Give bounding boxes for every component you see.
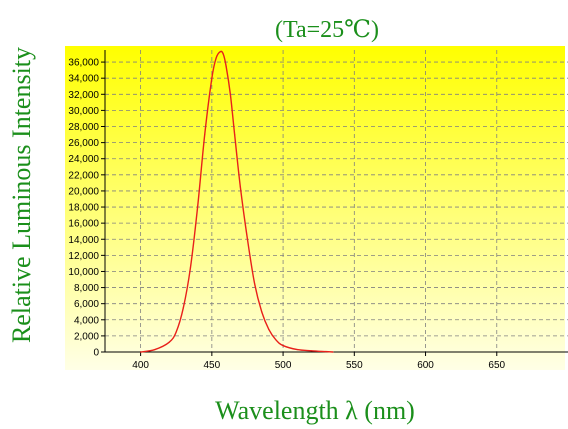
x-axis-ticks: 400 450 500 550 600 650	[132, 352, 506, 371]
data-point	[219, 51, 221, 53]
x-tick-label: 500	[275, 360, 292, 371]
y-tick-label: 16,000	[68, 219, 99, 230]
y-tick-label: 24,000	[68, 154, 99, 165]
y-tick-label: 6,000	[74, 299, 99, 310]
series-points	[140, 51, 334, 353]
data-point	[189, 266, 192, 269]
data-point	[325, 350, 327, 353]
x-tick-label: 450	[204, 360, 221, 371]
y-tick-label: 34,000	[68, 74, 99, 85]
y-tick-label: 10,000	[68, 267, 99, 278]
y-tick-label: 20,000	[68, 186, 99, 197]
data-point	[225, 65, 227, 67]
x-tick-label: 400	[132, 360, 149, 371]
x-axis-label: Wavelength λ (nm)	[215, 396, 415, 425]
grid	[105, 50, 568, 352]
x-tick-label: 550	[346, 360, 363, 371]
y-tick-label: 2,000	[74, 331, 99, 342]
data-point	[253, 282, 256, 285]
data-point	[215, 57, 217, 59]
data-point	[268, 328, 270, 331]
x-tick-label: 650	[488, 360, 505, 371]
y-tick-label: 18,000	[68, 203, 99, 214]
data-point	[234, 133, 236, 136]
series-line	[140, 50, 333, 353]
data-point	[168, 341, 170, 343]
y-axis-ticks: 0 2,000 4,000 6,000 8,000 10,000 12,000 14,000 1…	[68, 58, 105, 359]
data-point	[332, 351, 334, 353]
y-tick-label: 32,000	[68, 90, 99, 101]
y-tick-label: 12,000	[68, 251, 99, 262]
y-axis-label: Relative Luminous Intensity	[7, 47, 36, 343]
data-point	[222, 53, 224, 55]
y-tick-label: 26,000	[68, 138, 99, 149]
y-tick-label: 28,000	[68, 122, 99, 133]
data-point	[296, 348, 298, 351]
chart-title: (Ta=25℃)	[275, 17, 379, 43]
data-point	[140, 351, 142, 353]
data-point	[275, 339, 277, 341]
plot-background	[65, 46, 565, 370]
x-tick-label: 600	[417, 360, 434, 371]
data-point	[211, 77, 213, 79]
data-point	[154, 348, 156, 351]
data-point	[239, 186, 241, 188]
y-tick-label: 0	[93, 348, 99, 359]
y-tick-label: 14,000	[68, 235, 99, 246]
data-point	[261, 311, 263, 313]
y-tick-label: 36,000	[68, 58, 99, 69]
y-tick-label: 22,000	[68, 170, 99, 181]
data-point	[204, 133, 206, 136]
data-point	[282, 344, 284, 347]
data-point	[229, 93, 231, 95]
data-point	[197, 206, 199, 208]
y-tick-label: 4,000	[74, 315, 99, 326]
data-point	[310, 350, 313, 352]
y-tick-label: 30,000	[68, 106, 99, 117]
y-tick-label: 8,000	[74, 283, 99, 294]
data-point	[246, 238, 249, 240]
data-point	[175, 331, 177, 333]
data-point	[182, 307, 184, 309]
